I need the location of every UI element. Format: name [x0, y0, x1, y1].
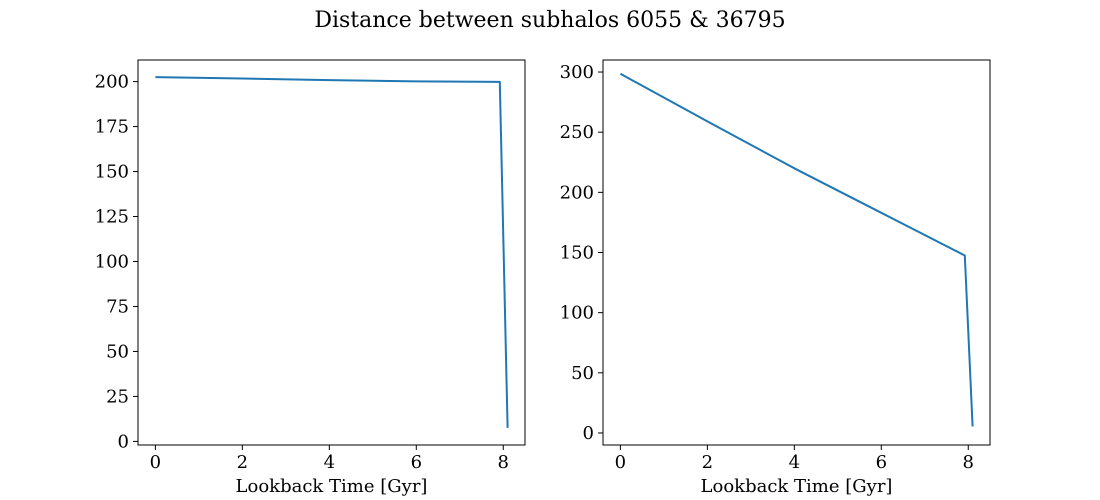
y-tick-label: 200	[560, 182, 594, 203]
x-axis-label: Lookback Time [Gyr]	[236, 476, 428, 497]
y-tick-label: 75	[106, 296, 129, 317]
y-tick-label: 175	[95, 117, 129, 138]
subplot-right: 0 2 4 6 8 0 50 100 150 200 250 300 Lookback Time [Gy…	[560, 59, 991, 497]
series-line-0	[155, 76, 509, 428]
y-tick-label: 50	[571, 363, 594, 384]
y-tick-label: 300	[560, 62, 594, 83]
x-tick-label: 0	[150, 452, 161, 473]
x-tick-label: 8	[963, 452, 974, 473]
x-tick-label: 8	[498, 452, 509, 473]
x-tick-label: 2	[702, 452, 713, 473]
y-tick-label: 125	[95, 207, 129, 228]
subplot-left: 0 2 4 6 8 0 25 50 75 100 125 150 175 200 Lookback Time…	[95, 59, 526, 497]
x-tick-label: 0	[615, 452, 626, 473]
y-tick-label: 250	[560, 122, 594, 143]
y-tick-label: 150	[95, 162, 129, 183]
axes-frame	[602, 59, 991, 446]
y-tick-label: 25	[106, 386, 129, 407]
x-tick-label: 4	[789, 452, 800, 473]
y-tick-label: 100	[95, 251, 129, 272]
y-tick-label: 200	[95, 72, 129, 93]
x-tick-label: 2	[237, 452, 248, 473]
y-tick-label: 50	[106, 341, 129, 362]
x-tick-label: 6	[876, 452, 887, 473]
axes-frame	[137, 59, 526, 446]
y-tick-label: 100	[560, 303, 594, 324]
x-tick-label: 6	[411, 452, 422, 473]
x-tick-label: 4	[324, 452, 335, 473]
series-line-0	[619, 72, 974, 427]
x-axis-label: Lookback Time [Gyr]	[701, 476, 893, 497]
figure-title: Distance between subhalos 6055 & 36795	[314, 8, 785, 33]
y-tick-label: 150	[560, 243, 594, 264]
y-tick-label: 0	[118, 431, 129, 452]
y-tick-label: 0	[583, 423, 594, 444]
